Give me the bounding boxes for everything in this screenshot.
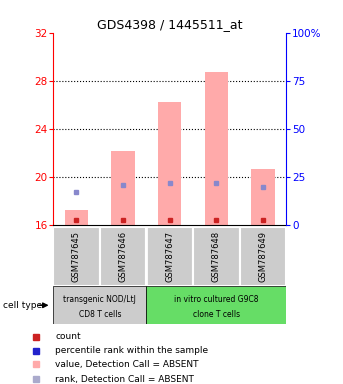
Bar bbox=[240, 227, 286, 286]
Text: percentile rank within the sample: percentile rank within the sample bbox=[55, 346, 208, 355]
Text: clone T cells: clone T cells bbox=[193, 310, 240, 319]
Text: GSM787648: GSM787648 bbox=[212, 231, 221, 282]
Bar bbox=[158, 102, 181, 225]
Text: GSM787645: GSM787645 bbox=[72, 231, 81, 282]
Bar bbox=[100, 227, 146, 286]
Text: transgenic NOD/LtJ: transgenic NOD/LtJ bbox=[63, 295, 136, 304]
Bar bbox=[205, 72, 228, 225]
Bar bbox=[65, 210, 88, 225]
Bar bbox=[53, 286, 146, 324]
Text: GSM787649: GSM787649 bbox=[259, 231, 268, 282]
Text: cell type: cell type bbox=[3, 301, 43, 310]
Title: GDS4398 / 1445511_at: GDS4398 / 1445511_at bbox=[97, 18, 243, 31]
Text: GSM787647: GSM787647 bbox=[165, 231, 174, 282]
Bar bbox=[146, 227, 193, 286]
Bar bbox=[53, 227, 100, 286]
Text: rank, Detection Call = ABSENT: rank, Detection Call = ABSENT bbox=[55, 375, 194, 384]
Bar bbox=[251, 169, 275, 225]
Text: GSM787646: GSM787646 bbox=[119, 231, 128, 282]
Bar bbox=[146, 286, 286, 324]
Text: CD8 T cells: CD8 T cells bbox=[79, 310, 121, 319]
Bar bbox=[193, 227, 240, 286]
Text: value, Detection Call = ABSENT: value, Detection Call = ABSENT bbox=[55, 360, 199, 369]
Text: in vitro cultured G9C8: in vitro cultured G9C8 bbox=[174, 295, 259, 304]
Text: count: count bbox=[55, 332, 81, 341]
Bar bbox=[111, 151, 135, 225]
